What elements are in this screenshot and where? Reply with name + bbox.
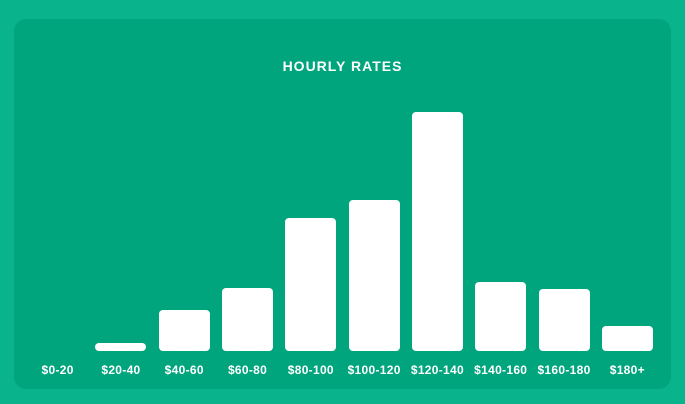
bar	[285, 218, 337, 351]
bar	[601, 326, 653, 351]
bar-column: $60-80	[216, 288, 279, 389]
bar-label: $180+	[609, 363, 645, 377]
bar-label: $140-160	[474, 363, 528, 377]
bar-label: $120-140	[410, 363, 464, 377]
bar-label: $60-80	[227, 363, 268, 377]
bar-label: $0-20	[41, 363, 74, 377]
bar	[158, 310, 210, 351]
bar-column: $140-160	[469, 282, 532, 389]
bar	[475, 282, 527, 351]
chart-title: HOURLY RATES	[282, 58, 403, 74]
bar	[222, 288, 274, 351]
bar-column: $20-40	[89, 343, 152, 389]
bar	[348, 200, 400, 351]
bar-column: $80-100	[279, 218, 342, 389]
bar-chart: $0-20 $20-40 $40-60 $60-80 $80-100 $100-120 $1…	[26, 19, 659, 389]
bar	[411, 112, 463, 351]
bar-label: $80-100	[287, 363, 334, 377]
bar-label: $40-60	[164, 363, 204, 377]
bar-column: $160-180	[532, 289, 595, 389]
bar-label: $20-40	[101, 363, 141, 377]
bar-label: $100-120	[347, 363, 401, 377]
bar-column: $120-140	[406, 112, 469, 389]
bar-column: $40-60	[153, 310, 216, 389]
bar-column: $0-20	[26, 351, 89, 389]
bar	[538, 289, 590, 351]
bar-label: $160-180	[537, 363, 591, 377]
bar-column: $180+	[596, 326, 659, 389]
bar	[95, 343, 147, 351]
bar-column: $100-120	[342, 200, 405, 389]
hourly-rates-card: HOURLY RATES $0-20 $20-40 $40-60 $60-80 $80-…	[14, 19, 671, 389]
